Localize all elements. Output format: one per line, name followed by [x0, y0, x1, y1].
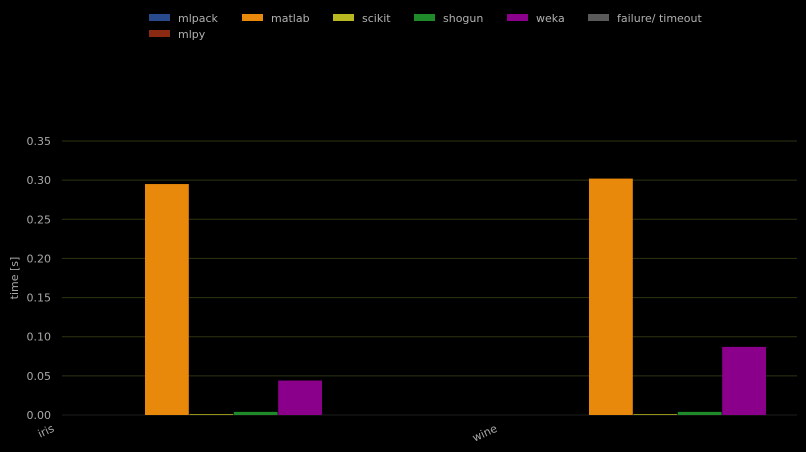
- legend-item: matlab: [242, 12, 310, 25]
- legend-item: scikit: [333, 12, 391, 25]
- y-tick-label: 0.05: [27, 370, 52, 383]
- y-axis-label: time [s]: [8, 257, 21, 300]
- legend-label: failure/ timeout: [617, 12, 703, 25]
- bar-weka-wine: [722, 346, 766, 415]
- legend-item: mlpy: [149, 28, 206, 41]
- legend-swatch: [414, 14, 435, 21]
- legend-swatch: [149, 14, 170, 21]
- y-tick-label: 0.25: [27, 213, 52, 226]
- y-tick-label: 0.30: [27, 174, 52, 187]
- legend-label: matlab: [271, 12, 310, 25]
- legend-swatch: [507, 14, 528, 21]
- legend-swatch: [333, 14, 354, 21]
- y-tick-label: 0.15: [27, 292, 52, 305]
- y-tick-label: 0.10: [27, 331, 52, 344]
- legend-swatch: [149, 30, 170, 37]
- legend-label: mlpy: [178, 28, 206, 41]
- legend-item: weka: [507, 12, 565, 25]
- legend-label: scikit: [362, 12, 391, 25]
- bar-scikit-wine: [633, 414, 678, 415]
- legend-swatch: [242, 14, 263, 21]
- legend-label: shogun: [443, 12, 483, 25]
- bars: [145, 178, 766, 415]
- x-axis-ticks: iris wine: [36, 422, 500, 445]
- bar-weka-iris: [278, 380, 322, 415]
- legend-swatch: [588, 14, 609, 21]
- bar-matlab-iris: [145, 184, 189, 415]
- legend-label: weka: [536, 12, 565, 25]
- y-tick-label: 0.00: [27, 409, 52, 422]
- y-axis-ticks: 0.00 0.05 0.10 0.15 0.20 0.25 0.30 0.35: [27, 135, 52, 422]
- y-tick-label: 0.35: [27, 135, 52, 148]
- legend: mlpack matlab scikit shogun weka failure/ tim…: [149, 12, 703, 41]
- bar-scikit-iris: [189, 414, 234, 415]
- x-tick-label: wine: [470, 422, 499, 445]
- bar-matlab-wine: [589, 178, 633, 415]
- bar-shogun-iris: [233, 411, 278, 415]
- x-tick-label: iris: [36, 422, 57, 441]
- legend-item: mlpack: [149, 12, 219, 25]
- bar-shogun-wine: [677, 411, 722, 415]
- y-tick-label: 0.20: [27, 252, 52, 265]
- legend-item: shogun: [414, 12, 483, 25]
- legend-label: mlpack: [178, 12, 219, 25]
- legend-item: failure/ timeout: [588, 12, 703, 25]
